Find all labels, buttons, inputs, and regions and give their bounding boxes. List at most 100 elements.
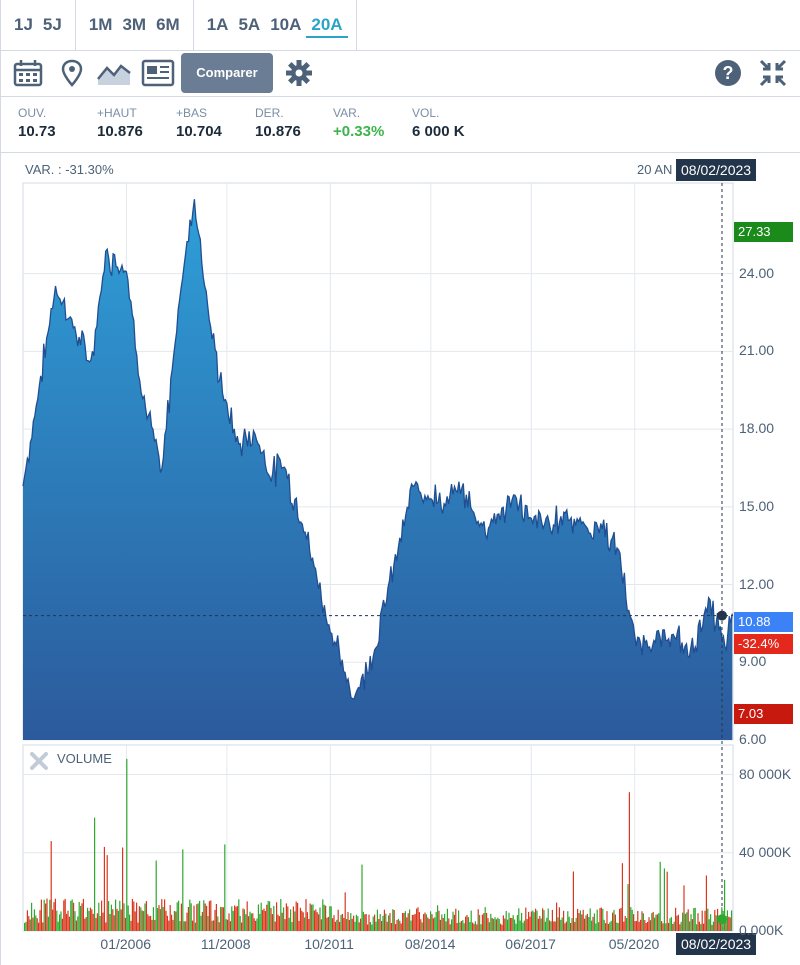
quote-volume-label: VOL. (412, 106, 440, 120)
volume-bar (304, 917, 306, 931)
volume-bar (152, 907, 154, 931)
volume-bar (406, 917, 408, 931)
last-price-flag: 10.88 (734, 612, 793, 632)
volume-bar (158, 905, 160, 931)
volume-bar (327, 916, 329, 931)
period-1j-button[interactable]: 1J (14, 15, 33, 34)
volume-bar (311, 904, 313, 931)
volume-bar (360, 918, 362, 931)
volume-bar (351, 918, 353, 931)
volume-bar (550, 921, 552, 931)
volume-bar (526, 919, 528, 931)
volume-bar (544, 921, 546, 931)
volume-bar (553, 921, 555, 931)
volume-bar (31, 902, 33, 931)
period-10a-button[interactable]: 10A (270, 15, 302, 34)
quote-low-value: 10.704 (176, 123, 222, 140)
volume-bar (94, 817, 96, 931)
period-20a-button[interactable]: 20A (306, 12, 348, 38)
volume-bar (473, 923, 475, 931)
volume-bar (138, 906, 140, 931)
volume-bar (292, 906, 294, 931)
volume-bar (696, 924, 698, 931)
volume-bar (148, 916, 150, 931)
volume-bar (53, 902, 55, 931)
help-icon[interactable]: ? (713, 59, 743, 87)
volume-bar (36, 918, 38, 931)
chart-type-icon[interactable] (97, 59, 131, 87)
volume-bar (465, 916, 467, 931)
volume-bar (505, 911, 507, 931)
volume-bar (122, 847, 124, 931)
volume-bar (120, 909, 122, 931)
volume-bar (420, 919, 422, 931)
volume-bar (567, 911, 569, 931)
volume-bar (56, 910, 58, 931)
quote-open-value: 10.73 (18, 123, 56, 140)
volume-bar (262, 910, 264, 931)
volume-bar (102, 912, 104, 931)
volume-bar (208, 901, 210, 931)
svg-text:?: ? (723, 63, 734, 83)
volume-bar (453, 914, 455, 931)
volume-bar (166, 915, 168, 931)
volume-bar (165, 910, 167, 931)
volume-bar (253, 918, 255, 931)
volume-bar (276, 902, 278, 931)
collapse-icon[interactable] (758, 59, 788, 87)
x-tick-label: 10/2011 (304, 936, 354, 952)
chart-area[interactable]: VAR. : -31.30% 20 AN 08/02/2023 27.33 10… (1, 153, 800, 965)
volume-bar (227, 919, 229, 931)
y-tick-label: 15.00 (739, 497, 775, 514)
period-5j-button[interactable]: 5J (42, 15, 62, 34)
volume-bar (697, 913, 699, 931)
volume-bar (728, 916, 730, 931)
volume-bar (428, 919, 430, 931)
volume-bar (66, 913, 68, 931)
period-5a-button[interactable]: 5A (238, 15, 261, 34)
volume-bar (29, 919, 31, 931)
volume-bar (661, 921, 663, 931)
volume-bar (284, 919, 286, 931)
volume-bar (703, 923, 705, 931)
volume-bar (45, 903, 47, 931)
period-6m-button[interactable]: 6M (156, 15, 180, 34)
volume-bar (579, 910, 581, 931)
volume-bar (698, 921, 700, 931)
volume-bar (42, 922, 44, 931)
pin-icon[interactable] (57, 59, 87, 87)
compare-button[interactable]: Comparer (181, 53, 273, 93)
volume-bar (203, 900, 205, 931)
volume-bar (568, 916, 570, 931)
news-icon[interactable] (141, 59, 175, 87)
volume-bar (259, 913, 261, 931)
period-1m-button[interactable]: 1M (88, 15, 113, 34)
volume-bar (666, 871, 668, 931)
volume-bar (112, 909, 114, 931)
period-group-months: 1M 3M 6M (76, 0, 194, 50)
volume-bar (470, 910, 472, 931)
volume-bar (225, 919, 227, 931)
volume-bar (274, 921, 276, 931)
close-volume-icon[interactable] (29, 751, 49, 771)
volume-bar (397, 918, 399, 931)
period-1a-button[interactable]: 1A (206, 15, 229, 34)
gear-icon[interactable] (284, 59, 314, 87)
volume-bar (497, 917, 499, 931)
volume-bar (637, 911, 639, 931)
volume-bar (308, 919, 310, 931)
volume-bar (115, 899, 117, 931)
volume-tick-label: 40 000K (739, 843, 792, 860)
volume-bar (719, 917, 721, 931)
period-3m-button[interactable]: 3M (122, 15, 147, 34)
volume-bar (449, 924, 451, 931)
price-volume-chart[interactable] (1, 153, 800, 965)
volume-bar (193, 905, 195, 931)
volume-bar (522, 922, 524, 931)
volume-bar (73, 902, 75, 931)
quote-high: +HAUT 10.876 (97, 106, 143, 140)
calendar-icon[interactable] (13, 59, 43, 87)
volume-bar (103, 846, 105, 931)
volume-bar (39, 910, 41, 931)
